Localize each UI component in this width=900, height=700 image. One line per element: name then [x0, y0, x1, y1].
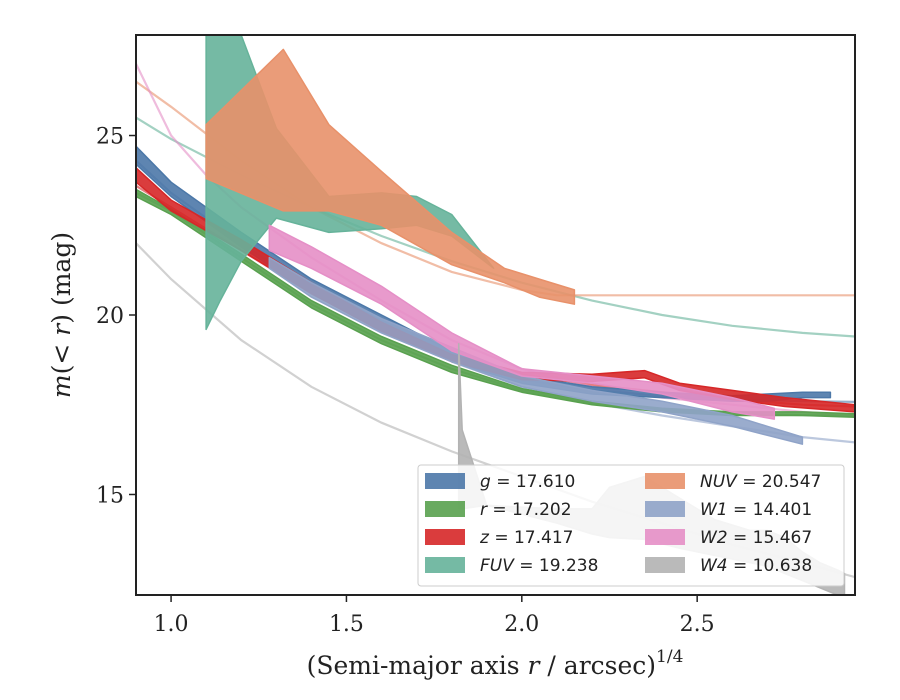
legend-swatch-g [425, 473, 465, 489]
band-w2 [268, 224, 776, 420]
legend-label-w4: W4 = 10.638 [700, 556, 812, 576]
band-r [136, 188, 855, 419]
x-axis-label-post: / arcsec) [539, 651, 656, 680]
legend-swatch-z [425, 529, 465, 545]
x-axis-label-sup: 1/4 [656, 647, 683, 667]
legend-swatch-fuv [425, 557, 465, 573]
y-axis-label-unit: (mag) [47, 232, 76, 314]
y-tick-label: 25 [96, 125, 124, 150]
y-axis-label-close: ) [47, 314, 76, 324]
legend-label-nuv: NUV = 20.547 [700, 472, 821, 492]
legend-label-w1: W1 = 14.401 [700, 500, 812, 520]
y-axis-label-open: ( [47, 365, 76, 375]
x-tick-label: 2.0 [504, 612, 539, 637]
legend-label-r: r = 17.202 [480, 500, 572, 520]
legend-swatch-w2 [645, 529, 685, 545]
x-axis-label-var: r [528, 651, 542, 680]
band-w1 [268, 256, 804, 445]
legend-swatch-nuv [645, 473, 685, 489]
y-axis-label-m: m [47, 374, 76, 398]
y-tick-label: 15 [96, 483, 124, 508]
axis-ticks: 1.0 1.5 2.0 2.5 15 20 25 [96, 125, 715, 637]
legend: g = 17.610 r = 17.202 z = 17.417 FUV = 19.2… [417, 464, 845, 587]
x-tick-label: 1.5 [329, 612, 364, 637]
legend-label-z: z = 17.417 [479, 528, 573, 548]
legend-swatch-r [425, 501, 465, 517]
legend-label-g: g = 17.610 [480, 472, 575, 492]
y-axis-label: m(< r) (mag) [47, 232, 76, 398]
x-tick-label: 1.0 [154, 612, 189, 637]
legend-swatch-w4 [645, 557, 685, 573]
legend-frame [417, 464, 845, 587]
y-axis-label-r: r [47, 322, 76, 336]
x-tick-label: 2.5 [680, 612, 715, 637]
x-axis-label-pre: (Semi-major axis [307, 651, 528, 680]
band-nuv [205, 48, 576, 305]
legend-label-fuv: FUV = 19.238 [480, 556, 598, 576]
y-tick-label: 20 [96, 304, 124, 329]
x-axis-label: (Semi-major axis r / arcsec)1/4 [307, 647, 684, 680]
y-axis-label-lt: < [47, 336, 76, 365]
legend-swatch-w1 [645, 501, 685, 517]
legend-label-w2: W2 = 15.467 [700, 528, 812, 548]
